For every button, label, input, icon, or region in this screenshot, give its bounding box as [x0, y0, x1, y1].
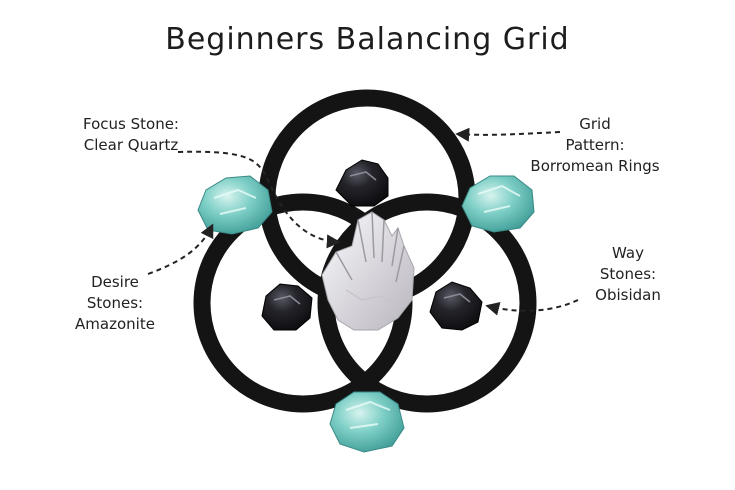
amazonite-stone-bottom: [329, 391, 405, 453]
desire-arrow: [147, 223, 214, 275]
way-label-line1: Way: [612, 244, 644, 262]
way-label-line2: Stones:: [599, 265, 657, 283]
desire-label-line1: Desire: [91, 273, 139, 291]
amazonite-stone-right: [461, 175, 535, 233]
obsidian-stone-left: [261, 283, 313, 331]
way-arrow: [485, 299, 579, 316]
desire-stones-label: Desire Stones: Amazonite: [70, 272, 160, 335]
focus-label-line1: Focus Stone:: [83, 115, 179, 133]
desire-label-line2: Stones:: [86, 294, 144, 312]
grid-label-line1: Grid: [579, 115, 611, 133]
clear-quartz-stone: [321, 211, 415, 331]
focus-label-line2: Clear Quartz: [83, 136, 179, 154]
desire-label-line3: Amazonite: [75, 315, 155, 333]
grid-label-line3: Borromean Rings: [530, 157, 660, 175]
obsidian-stone-right: [429, 281, 483, 331]
grid-arrow: [455, 127, 561, 142]
amazonite-stone-left: [197, 175, 273, 235]
grid-pattern-label: Grid Pattern: Borromean Rings: [520, 114, 670, 177]
focus-arrow: [177, 150, 341, 249]
diagram-title: Beginners Balancing Grid: [165, 22, 570, 57]
way-label-line3: Obisidan: [595, 286, 661, 304]
ring-right: [317, 193, 537, 413]
focus-stone-label: Focus Stone: Clear Quartz: [76, 114, 186, 156]
way-stones-label: Way Stones: Obisidan: [583, 243, 673, 306]
grid-label-line2: Pattern:: [565, 136, 625, 154]
obsidian-stone-top: [335, 159, 389, 207]
